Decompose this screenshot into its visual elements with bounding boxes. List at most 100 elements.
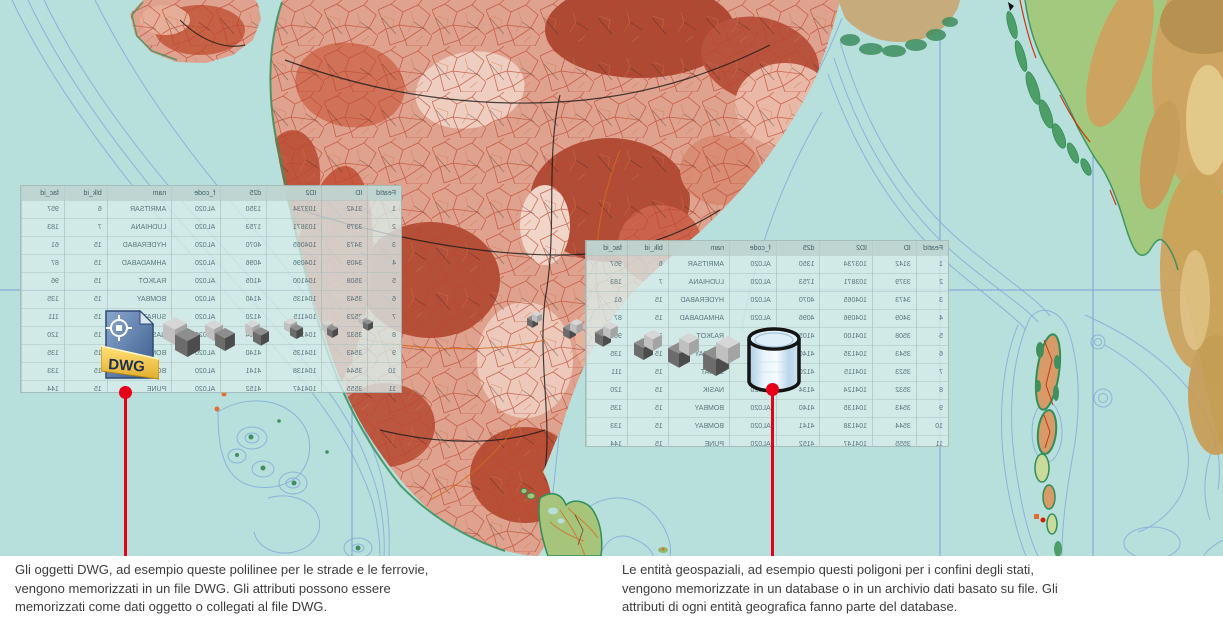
table-cell: 4134 bbox=[220, 326, 267, 345]
table-cell: 3473 bbox=[321, 236, 368, 255]
table-cell: 6 bbox=[367, 290, 401, 309]
table-cell: 7 bbox=[916, 363, 948, 382]
table-cell: AL020 bbox=[171, 344, 221, 363]
table-cell: 104065 bbox=[266, 236, 322, 255]
table-cell: AL020 bbox=[171, 272, 221, 291]
table-cell: 144 bbox=[21, 380, 65, 393]
column-header: fac_id bbox=[586, 241, 628, 256]
database-icon bbox=[744, 326, 804, 396]
table-cell: 103734 bbox=[266, 200, 322, 219]
folded-corner bbox=[139, 309, 155, 325]
table-cell: 104138 bbox=[266, 362, 322, 381]
table-row: 11 3555 104147 4152 AL020 PUNE 15 144 bbox=[21, 380, 401, 393]
table-cell: 96 bbox=[21, 272, 65, 291]
table-cell: 15 bbox=[627, 399, 669, 418]
table-cell: 3379 bbox=[872, 273, 917, 292]
column-header: ID bbox=[872, 241, 917, 256]
table-cell: 104135 bbox=[266, 290, 322, 309]
table-cell: 15 bbox=[627, 291, 669, 310]
column-header: ID2 bbox=[819, 241, 873, 256]
sri-lanka bbox=[520, 488, 603, 556]
table-cell: 8 bbox=[367, 326, 401, 345]
table-cell: 15 bbox=[627, 309, 669, 328]
table-cell: 15 bbox=[64, 254, 108, 273]
table-cell: 9 bbox=[367, 344, 401, 363]
table-row: 1 3142 103734 1350 AL020 AMRITSAR 6 957 bbox=[586, 255, 948, 274]
table-cell: 5 bbox=[916, 327, 948, 346]
table-cell: 4070 bbox=[220, 236, 267, 255]
table-cell: 4140 bbox=[220, 344, 267, 363]
table-cell: 135 bbox=[586, 399, 628, 418]
table-cell: 3543 bbox=[872, 399, 917, 418]
table-row: 11 3555 104147 4152 AL020 PUNE 15 144 bbox=[586, 435, 948, 447]
table-cell: 2 bbox=[367, 218, 401, 237]
callout-line-database bbox=[771, 394, 774, 560]
column-header: f_code bbox=[171, 186, 221, 201]
column-header: f_code bbox=[729, 241, 777, 256]
delta-landmass bbox=[838, 0, 960, 57]
dwg-file-icon: DWG bbox=[100, 308, 160, 382]
table-cell: 104138 bbox=[819, 417, 873, 436]
table-cell: 104100 bbox=[266, 272, 322, 291]
table-cell: 104065 bbox=[819, 291, 873, 310]
table-cell: BOMBAY bbox=[107, 290, 172, 309]
table-cell: 957 bbox=[586, 255, 628, 274]
table-cell: 144 bbox=[586, 435, 628, 447]
table-cell: AMRITSAR bbox=[668, 255, 730, 274]
table-cell: 9 bbox=[916, 399, 948, 418]
table-cell: 11 bbox=[916, 435, 948, 447]
table-cell: RAJKOT bbox=[668, 327, 730, 346]
table-cell: 3555 bbox=[872, 435, 917, 447]
table-cell: BOMBAY bbox=[668, 417, 730, 436]
table-cell: 103734 bbox=[819, 255, 873, 274]
table-cell: 3532 bbox=[872, 381, 917, 400]
table-cell: 1 bbox=[367, 200, 401, 219]
table-cell: 3142 bbox=[872, 255, 917, 274]
table-cell: 3523 bbox=[872, 363, 917, 382]
table-cell: 3523 bbox=[321, 308, 368, 327]
column-header: ID2 bbox=[266, 186, 322, 201]
table-row: 3 3473 104065 4070 AL020 HYDERABAD 15 61 bbox=[586, 291, 948, 310]
table-cell: 3555 bbox=[321, 380, 368, 393]
table-row: 4 3409 104096 4096 AL020 AHMADABAD 15 87 bbox=[21, 254, 401, 273]
table-cell: 4140 bbox=[776, 399, 820, 418]
table-cell: 111 bbox=[21, 308, 65, 327]
table-cell: 11 bbox=[367, 380, 401, 393]
table-cell: 7 bbox=[367, 308, 401, 327]
table-cell: 135 bbox=[21, 290, 65, 309]
table-cell: 15 bbox=[64, 236, 108, 255]
table-cell: HYDERABAD bbox=[107, 236, 172, 255]
table-cell: 135 bbox=[586, 345, 628, 364]
table-cell: 957 bbox=[21, 200, 65, 219]
table-cell: HYDERABAD bbox=[668, 291, 730, 310]
table-cell: AL020 bbox=[171, 362, 221, 381]
table-cell: AL020 bbox=[729, 417, 777, 436]
table-cell: PUNE bbox=[107, 380, 172, 393]
table-cell: 3 bbox=[367, 236, 401, 255]
table-cell: BOMBAY bbox=[668, 345, 730, 364]
table-cell: 111 bbox=[586, 363, 628, 382]
table-cell: AHMADABAD bbox=[668, 309, 730, 328]
column-header: blk_id bbox=[627, 241, 669, 256]
table-cell: 3409 bbox=[321, 254, 368, 273]
table-cell: 104115 bbox=[266, 308, 322, 327]
table-cell: 15 bbox=[64, 380, 108, 393]
table-cell: 6 bbox=[916, 345, 948, 364]
table-cell: 4096 bbox=[776, 309, 820, 328]
table-cell: PUNE bbox=[668, 435, 730, 447]
table-cell: 87 bbox=[586, 309, 628, 328]
table-cell: 4105 bbox=[220, 272, 267, 291]
table-cell: 6 bbox=[627, 255, 669, 274]
column-header: ID bbox=[321, 186, 368, 201]
table-row: 1 3142 103734 1350 AL020 AMRITSAR 6 957 bbox=[21, 200, 401, 219]
table-cell: AL020 bbox=[171, 290, 221, 309]
table-cell: 10 bbox=[916, 417, 948, 436]
table-cell: 15 bbox=[627, 417, 669, 436]
table-cell: 4141 bbox=[776, 417, 820, 436]
table-row: 3 3473 104065 4070 AL020 HYDERABAD 15 61 bbox=[21, 236, 401, 255]
